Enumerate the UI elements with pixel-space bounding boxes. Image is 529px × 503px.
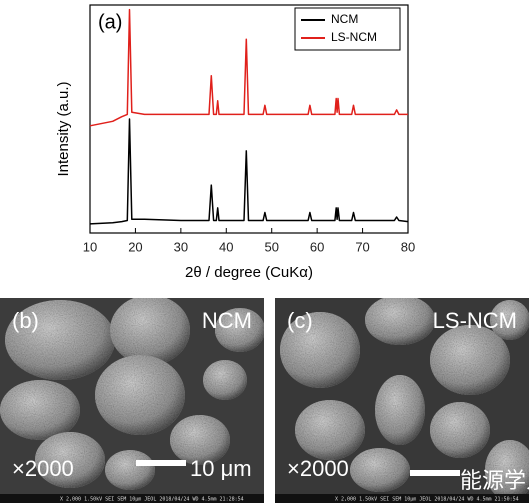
image-info: X 2,000 1.50kV SEI SEM 10μm JEOL 2018/04…: [60, 497, 244, 503]
x-tick-label: 60: [310, 239, 324, 254]
x-tick-label: 70: [355, 239, 369, 254]
x-tick-label: 80: [401, 239, 415, 254]
legend-box: [294, 7, 401, 51]
x-tick-label: 50: [264, 239, 278, 254]
x-tick-label: 40: [219, 239, 233, 254]
legend-label: LS-NCM: [331, 30, 377, 44]
x-axis-label: 2θ / degree (CuKα): [185, 264, 313, 281]
image-info: X 2,000 1.50kV SEI SEM 10μm JEOL 2018/04…: [335, 497, 519, 503]
sample-name: NCM: [202, 308, 252, 333]
sem-image-c: [275, 298, 529, 503]
x-tick-label: 20: [128, 239, 142, 254]
panel-label: (c): [287, 308, 313, 333]
sem-image-b: [0, 298, 264, 503]
magnification: ×2000: [12, 456, 74, 481]
panel-label: (b): [12, 308, 39, 333]
scale-text: 能源学人: [460, 468, 529, 493]
magnification: ×2000: [287, 456, 349, 481]
x-tick-label: 30: [174, 239, 188, 254]
plot-frame: [89, 4, 409, 234]
x-tick-label: 10: [83, 239, 97, 254]
scale-bar: [410, 470, 460, 476]
panel-label: (a): [98, 11, 122, 33]
sample-name: LS-NCM: [433, 308, 517, 333]
legend-label: NCM: [331, 12, 358, 26]
scale-text: 10 μm: [190, 456, 252, 481]
series-line: [89, 8, 408, 127]
scale-bar: [136, 460, 186, 466]
series-line: [89, 118, 409, 225]
y-axis-label: Intensity (a.u.): [55, 81, 72, 176]
